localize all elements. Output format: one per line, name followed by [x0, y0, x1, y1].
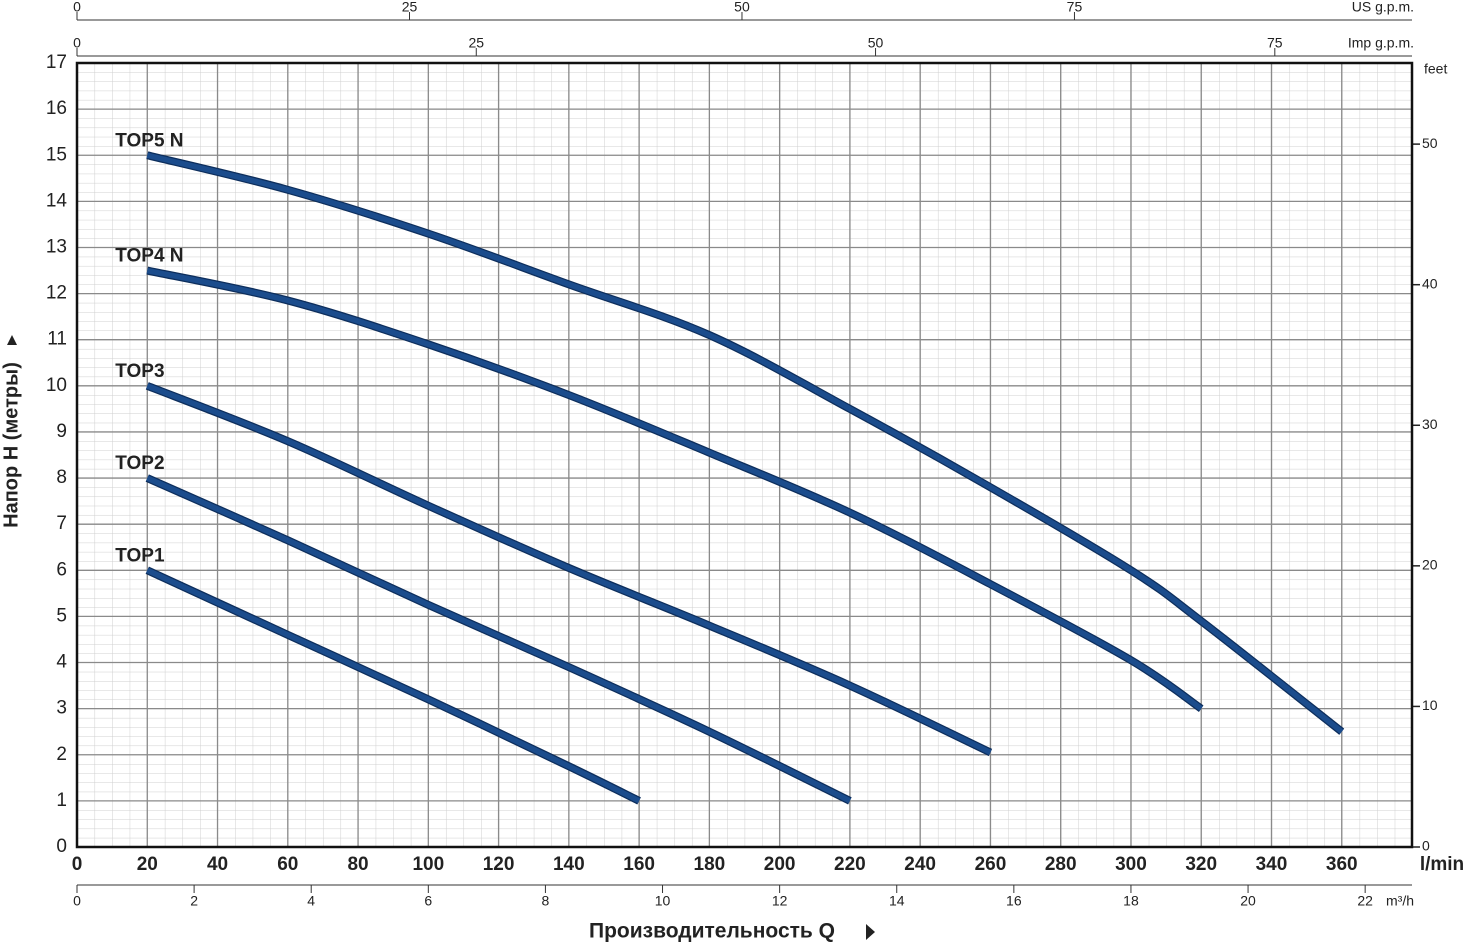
x-tick-label: 100: [412, 854, 444, 875]
y-tick-label: 11: [47, 329, 67, 350]
y-tick-label: 0: [56, 836, 67, 857]
curve-label: TOP5 N: [115, 130, 183, 151]
y2-tick-label: 10: [1422, 697, 1438, 713]
plot-area: [77, 63, 1412, 847]
y2-tick-label: 20: [1422, 557, 1438, 573]
plot-frame: [75, 61, 1414, 849]
axis-tick-label: 12: [772, 893, 788, 909]
axis-tick-label: 25: [468, 35, 484, 51]
axis-unit: Imp g.p.m.: [1348, 35, 1414, 51]
axis-tick-label: 20: [1240, 893, 1256, 909]
axis-tick-label: 22: [1357, 893, 1373, 909]
y-tick-label: 13: [46, 236, 67, 257]
y-tick-label: 3: [56, 698, 67, 719]
x-unit: l/min: [1420, 854, 1464, 875]
x-tick-label: 220: [834, 854, 866, 875]
x-tick-label: 280: [1045, 854, 1077, 875]
curve-label: TOP4 N: [115, 246, 183, 267]
curve: [146, 152, 1344, 734]
curve: [146, 567, 641, 804]
x-tick-label: 200: [764, 854, 796, 875]
x-tick-label: 240: [904, 854, 936, 875]
axis-tick-label: 2: [190, 893, 198, 909]
y2-tick-label: 50: [1422, 135, 1438, 151]
y2-tick-label: 40: [1422, 275, 1438, 291]
axis-tick-label: 0: [73, 893, 81, 909]
axis-tick-label: 25: [402, 0, 418, 15]
axis-tick-label: 50: [734, 0, 750, 15]
curve: [146, 475, 852, 804]
x-tick-label: 340: [1256, 854, 1288, 875]
axis-tick-label: 6: [424, 893, 432, 909]
x-tick-label: 140: [553, 854, 585, 875]
axis-tick-label: 14: [889, 893, 905, 909]
y-axis-title: Напор H (метры): [0, 362, 22, 528]
x-tick-label: 0: [72, 854, 83, 875]
axis-tick-label: 0: [73, 0, 81, 15]
y-tick-label: 10: [46, 375, 67, 396]
y-arrow: [7, 335, 17, 345]
y-tick-label: 1: [56, 790, 67, 811]
axis-tick-label: 18: [1123, 893, 1139, 909]
y2-tick-label: 30: [1422, 416, 1438, 432]
curve-label: TOP1: [115, 545, 165, 566]
x-arrow: [866, 924, 875, 940]
axis-unit: m³/h: [1386, 893, 1414, 909]
axis-tick-label: 8: [542, 893, 550, 909]
y-tick-label: 7: [56, 513, 67, 534]
x-tick-label: 60: [277, 854, 298, 875]
y2-unit: feet: [1424, 61, 1447, 77]
x-tick-label: 80: [347, 854, 368, 875]
curve-label: TOP3: [115, 361, 164, 382]
axis-tick-label: 75: [1267, 35, 1283, 51]
axis-tick-label: 75: [1067, 0, 1083, 15]
axis-tick-label: 4: [307, 893, 315, 909]
x-tick-label: 320: [1185, 854, 1217, 875]
x-tick-label: 120: [483, 854, 515, 875]
x-axis-title: Производительность Q: [589, 920, 835, 943]
x-tick-label: 360: [1326, 854, 1358, 875]
x-tick-label: 40: [207, 854, 228, 875]
x-tick-label: 180: [694, 854, 726, 875]
curve: [146, 383, 992, 755]
axis-tick-label: 16: [1006, 893, 1022, 909]
x-tick-label: 300: [1115, 854, 1147, 875]
axis-tick-label: 0: [73, 35, 81, 51]
y-tick-label: 16: [46, 98, 67, 119]
curve-label: TOP2: [115, 453, 164, 474]
y-tick-label: 2: [56, 744, 67, 765]
curve: [146, 267, 1203, 711]
y-tick-label: 6: [56, 559, 67, 580]
x-tick-label: 260: [975, 854, 1007, 875]
y-tick-label: 5: [56, 605, 67, 626]
axis-unit: US g.p.m.: [1352, 0, 1414, 15]
y-tick-label: 9: [56, 421, 67, 442]
y-tick-label: 4: [56, 652, 67, 673]
y-tick-label: 8: [56, 467, 67, 488]
y-tick-label: 17: [46, 52, 67, 73]
y-tick-label: 15: [46, 144, 67, 165]
x-tick-label: 20: [137, 854, 158, 875]
axis-tick-label: 50: [868, 35, 884, 51]
y-tick-label: 12: [46, 283, 67, 304]
y-tick-label: 14: [46, 190, 68, 211]
x-tick-label: 160: [623, 854, 655, 875]
axis-tick-label: 10: [655, 893, 671, 909]
y2-tick-label: 0: [1422, 838, 1430, 854]
